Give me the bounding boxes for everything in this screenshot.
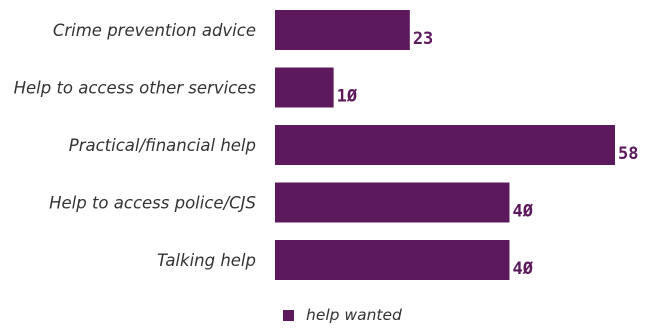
legend: help wanted [283, 306, 402, 324]
bar-practical-financial-help [275, 125, 615, 165]
bar-talking-help [275, 240, 510, 280]
value-label-practical-financial-help: 58 [618, 144, 638, 164]
category-label-talking-help: Talking help [157, 251, 256, 270]
value-label-talking-help: 4Ø [512, 259, 533, 279]
legend-swatch [283, 310, 294, 321]
value-label-crime-prevention-advice: 23 [413, 29, 433, 49]
bar-help-to-access-police-cjs [275, 182, 510, 223]
bars-group [275, 10, 615, 280]
bar-help-to-access-other-services [275, 67, 334, 108]
value-labels: 23 1Ø 58 4Ø 4Ø [337, 29, 639, 279]
value-label-help-to-access-other-services: 1Ø [337, 87, 358, 107]
category-label-help-to-access-police-cjs: Help to access police/CJS [49, 194, 256, 213]
value-label-help-to-access-police-cjs: 4Ø [512, 202, 533, 222]
bar-crime-prevention-advice [275, 10, 410, 50]
category-label-practical-financial-help: Practical/financial help [69, 136, 256, 155]
category-label-crime-prevention-advice: Crime prevention advice [53, 21, 256, 40]
category-labels: Crime prevention advice Help to access ot… [14, 21, 257, 270]
category-label-help-to-access-other-services: Help to access other services [14, 79, 257, 98]
legend-label-help-wanted: help wanted [306, 306, 402, 324]
